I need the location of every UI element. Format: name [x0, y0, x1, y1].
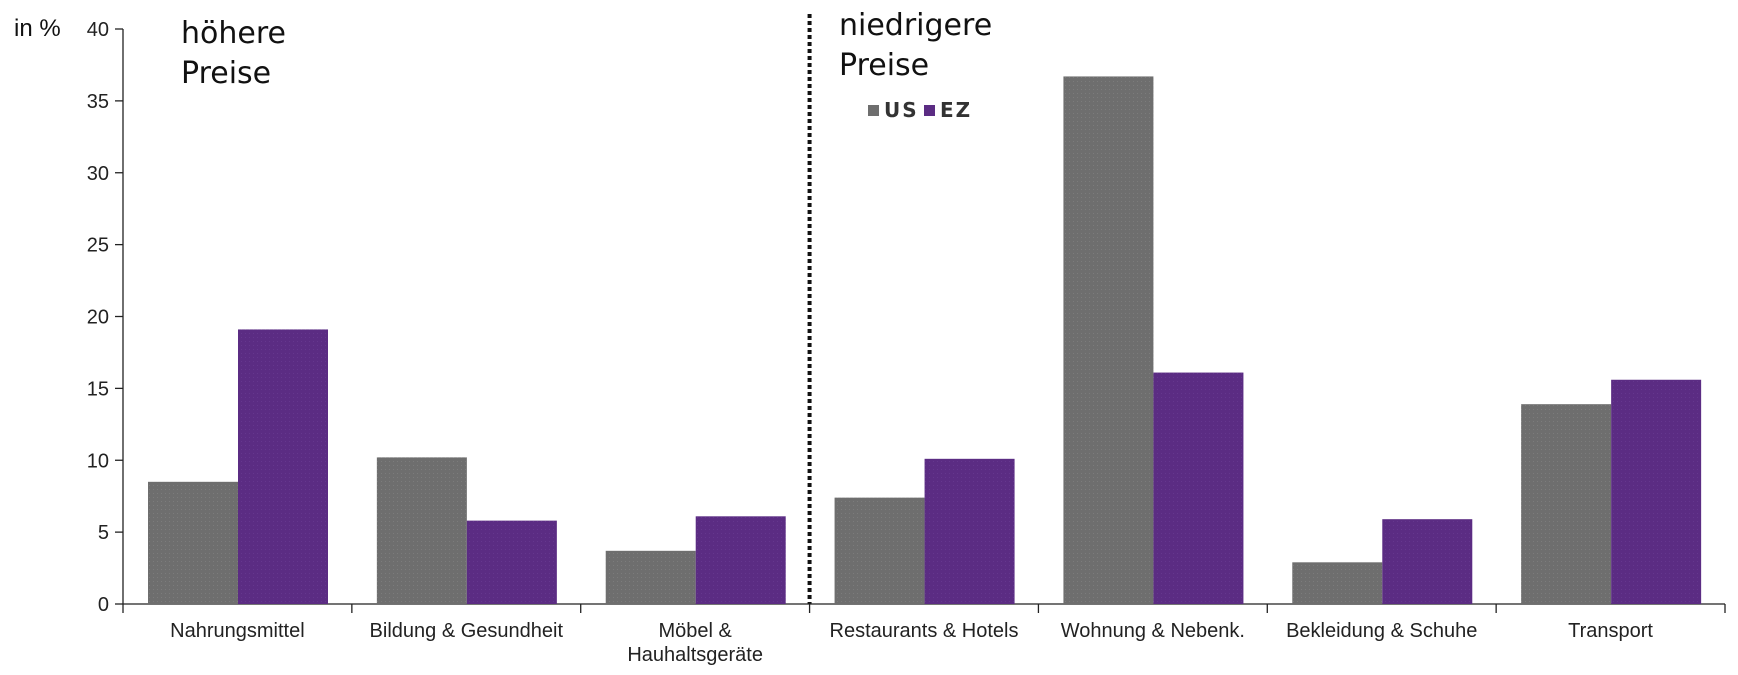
x-category-label: Transport	[1568, 620, 1653, 642]
bar-ez	[238, 329, 328, 604]
bar-us	[1292, 562, 1383, 604]
bar-us	[1521, 404, 1612, 604]
x-category-label: Wohnung & Nebenk.	[1061, 620, 1245, 642]
bar-ez	[1611, 379, 1702, 604]
bar-ez	[1153, 372, 1244, 604]
y-tick-label: 25	[87, 235, 109, 257]
bar-us	[1063, 76, 1154, 604]
y-tick-label: 15	[87, 378, 109, 400]
y-axis-label: in %	[14, 15, 61, 42]
legend-swatch-ez	[924, 105, 935, 116]
annotation-label: niedrigere Preise	[839, 8, 992, 83]
y-tick-label: 35	[87, 91, 109, 113]
legend-swatch-us	[868, 105, 879, 116]
bar-us	[148, 481, 238, 604]
x-category-label: Restaurants & Hotels	[830, 620, 1019, 642]
y-tick-label: 0	[98, 594, 109, 616]
x-category-label: Bekleidung & Schuhe	[1286, 620, 1477, 642]
x-category-label: Möbel & Hauhaltsgeräte	[627, 620, 763, 666]
legend-label-us: US	[884, 98, 919, 122]
x-category-label: Bildung & Gesundheit	[370, 620, 564, 642]
annotation-label: höhere Preise	[181, 16, 286, 91]
bar-us	[605, 550, 696, 604]
bar-ez	[1382, 519, 1473, 604]
y-tick-label: 20	[87, 307, 109, 329]
bar-ez	[695, 516, 786, 604]
y-axis: 0 5 10 15 20 25 30 35 40	[87, 19, 124, 616]
x-category-label: Nahrungsmittel	[170, 620, 305, 642]
y-tick-label: 30	[87, 163, 109, 185]
bar-us	[834, 497, 925, 604]
y-tick-label: 10	[87, 450, 109, 472]
x-axis: Nahrungsmittel Bildung & Gesundheit Möbel …	[122, 603, 1726, 666]
bar-us	[376, 457, 467, 604]
bars	[148, 76, 1702, 604]
legend-label-ez: EZ	[940, 98, 972, 122]
y-tick-label: 40	[87, 19, 109, 41]
annotations: höhere Preise niedrigere Preise	[181, 8, 992, 91]
bar-ez	[924, 458, 1015, 604]
bar-ez	[466, 520, 557, 604]
y-tick-label: 5	[98, 522, 109, 544]
legend: US EZ	[868, 98, 972, 122]
